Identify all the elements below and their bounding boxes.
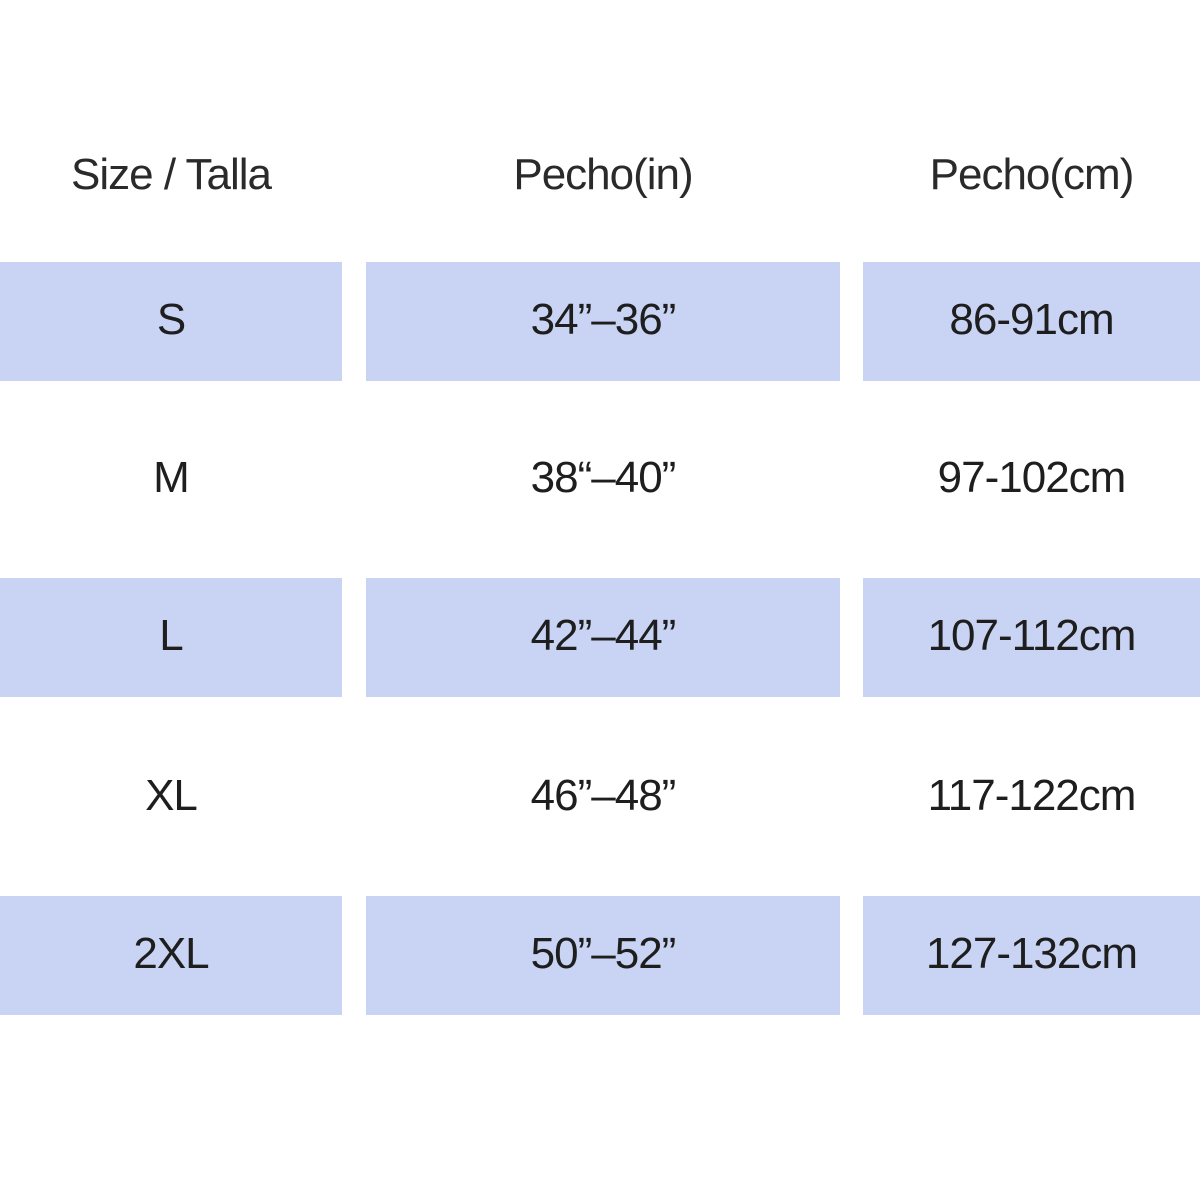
size-cell: XL: [145, 771, 198, 820]
row-band: [366, 262, 840, 381]
chest-in-cell: 38“–40”: [530, 453, 677, 502]
row-band: [0, 578, 342, 697]
chest-in-cell: 46”–48”: [530, 771, 677, 820]
row-band: [0, 896, 342, 1015]
row-band: [366, 896, 840, 1015]
chest-in-cell: 34”–36”: [530, 295, 677, 344]
chest-cm-cell: 107-112cm: [927, 611, 1137, 660]
row-band: [863, 896, 1200, 1015]
size-cell: L: [159, 611, 183, 660]
chest-cm-cell: 117-122cm: [927, 771, 1137, 820]
size-cell: M: [153, 453, 190, 502]
row-band: [863, 262, 1200, 381]
row-band: [863, 578, 1200, 697]
chest-cm-cell: 86-91cm: [949, 295, 1114, 344]
column-header: Size / Talla: [71, 150, 272, 199]
chest-in-cell: 42”–44”: [530, 611, 677, 660]
size-cell: 2XL: [133, 929, 209, 978]
row-band: [0, 262, 342, 381]
chest-cm-cell: 97-102cm: [937, 453, 1127, 502]
row-band: [366, 578, 840, 697]
column-header: Pecho(in): [513, 150, 693, 199]
size-cell: S: [156, 295, 186, 344]
column-header: Pecho(cm): [929, 150, 1135, 199]
chest-in-cell: 50”–52”: [530, 929, 677, 978]
chest-cm-cell: 127-132cm: [925, 929, 1138, 978]
